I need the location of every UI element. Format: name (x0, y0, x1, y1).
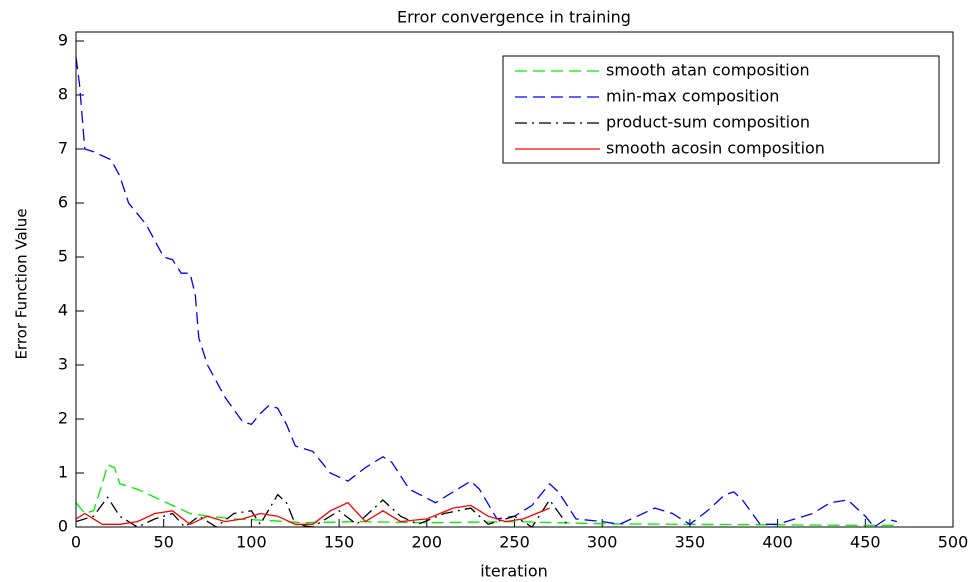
x-tick-label: 450 (850, 533, 881, 552)
x-tick-label: 350 (675, 533, 706, 552)
x-axis-label: iteration (480, 562, 548, 581)
y-tick-label: 0 (58, 517, 68, 536)
y-axis-label: Error Function Value (13, 208, 31, 359)
legend-label: smooth atan composition (606, 61, 810, 80)
x-tick-label: 500 (938, 533, 969, 552)
series-line (75, 501, 550, 526)
x-tick-label: 150 (324, 533, 355, 552)
x-tick-label: 400 (762, 533, 793, 552)
x-tick-label: 50 (154, 533, 174, 552)
x-tick-label: 300 (587, 533, 618, 552)
plot-frame (75, 31, 954, 528)
x-tick-label: 0 (71, 533, 81, 552)
chart-title: Error convergence in training (397, 8, 631, 27)
x-tick-label: 200 (412, 533, 443, 552)
y-tick-label: 6 (58, 193, 68, 212)
x-tick-label: 100 (236, 533, 267, 552)
legend-label: smooth acosin composition (606, 139, 825, 158)
series-line (75, 57, 898, 528)
y-tick-label: 5 (58, 247, 68, 266)
legend-box (502, 55, 940, 164)
y-tick-label: 3 (58, 355, 68, 374)
series-line (75, 493, 568, 528)
y-tick-label: 9 (58, 31, 68, 50)
y-tick-label: 1 (58, 463, 68, 482)
x-tick-label: 250 (499, 533, 530, 552)
y-tick-label: 4 (58, 301, 68, 320)
y-tick-label: 8 (58, 85, 68, 104)
y-tick-label: 2 (58, 409, 68, 428)
legend-label: min-max composition (606, 87, 779, 106)
y-tick-label: 7 (58, 139, 68, 158)
legend-label: product-sum composition (606, 113, 810, 132)
